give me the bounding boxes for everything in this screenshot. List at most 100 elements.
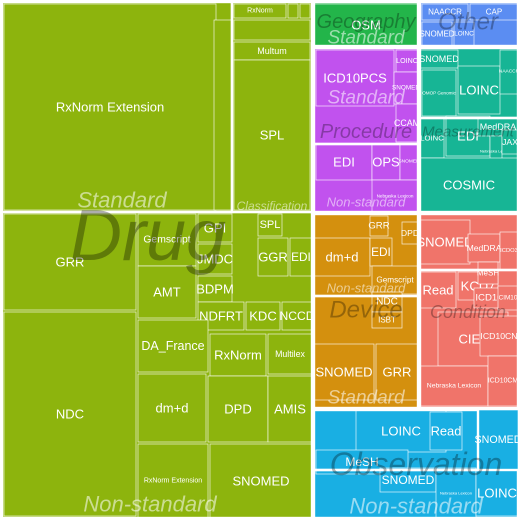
tile-drug-non-standard-dpd[interactable]	[207, 375, 269, 443]
group-border-device-non-standard	[312, 212, 420, 298]
tile-label-cosmic: COSMIC	[443, 178, 495, 193]
tile-label-loinc: LOINC	[477, 486, 517, 501]
tile-label-cap: CAP	[486, 8, 502, 17]
tile-label-edi: EDI	[457, 129, 479, 144]
tile-other-unlabeled-snomed[interactable]	[421, 21, 453, 47]
tile-label-icd10cm: ICD10CM	[488, 378, 519, 385]
tile-observation-standard-read[interactable]	[429, 411, 463, 451]
tile-label-snomed: SNOMED	[382, 473, 435, 487]
domain-label-condition: Condition	[430, 302, 506, 322]
tile-drug-non-standard-jmdc[interactable]	[197, 243, 233, 275]
tile-geography-standard-osm[interactable]	[313, 3, 419, 47]
tile-drug-non-standard-multilex[interactable]	[267, 333, 313, 375]
tile-drug-non-standard-ndc[interactable]	[3, 311, 137, 517]
tile-label-loinc: LOINC	[381, 424, 421, 439]
tile-label-loinc: LOINC	[420, 134, 444, 143]
tile-drug-standard-unlabeled[interactable]	[287, 3, 299, 19]
tile-label-loinc: LOINC	[396, 57, 418, 65]
tile-label-snomed: SNOMED	[419, 30, 454, 39]
tile-label-gpi: GPI	[204, 221, 226, 236]
tile-label-edi: EDI	[291, 250, 311, 264]
tile-label-snomed: SNOMED	[419, 54, 459, 64]
tile-label-icd10: ICD10	[475, 293, 502, 304]
tile-label-rxnorm: RxNorm	[247, 8, 273, 15]
class-label-drug-non-standard: Non-standard	[83, 492, 217, 517]
tile-condition-non-standard-read[interactable]	[419, 271, 457, 309]
tile-label-edi: EDI	[333, 155, 355, 170]
tile-drug-non-standard-kdc[interactable]	[245, 301, 281, 331]
tile-label-read: Read	[431, 424, 462, 439]
tile-label-ndfrt: NDFRT	[199, 309, 243, 324]
tile-device-standard-dm-d[interactable]	[313, 237, 371, 277]
tile-drug-non-standard-ggr[interactable]	[257, 237, 289, 277]
tile-label-icd10pcs: ICD10PCS	[323, 71, 387, 86]
tile-label-loinc: LOINC	[454, 31, 474, 38]
tile-drug-non-standard-rxnorm[interactable]	[209, 333, 267, 377]
group-border-observation-non-standard	[312, 468, 520, 520]
class-label-geography-standard: Standard	[327, 28, 406, 49]
tile-label-mesh: MeSH	[345, 455, 378, 469]
tile-device-non-standard-isbt[interactable]	[371, 311, 403, 329]
tile-drug-non-standard-dm-d[interactable]	[137, 373, 207, 443]
tile-label-grr: GRR	[383, 365, 412, 380]
tile-device-non-standard-grr[interactable]	[369, 215, 389, 237]
tile-label-ops: OPS	[372, 155, 400, 170]
tile-label-ccam: CCAM	[394, 118, 420, 128]
group-border-drug-non-standard	[0, 210, 314, 520]
tile-drug-non-standard-grr[interactable]	[3, 213, 137, 311]
tile-measurement-standard-loinc[interactable]	[457, 65, 501, 115]
tile-label-ggr: GGR	[258, 250, 288, 265]
tile-condition-non-standard-icd10cm[interactable]	[487, 355, 519, 407]
domain-label-drug: Drug	[70, 196, 226, 276]
tile-drug-classification-spl[interactable]	[233, 59, 311, 211]
tile-procedure-standard-icd10pcs[interactable]	[315, 49, 395, 107]
group-border-other	[418, 0, 520, 48]
domain-label-device: Device	[329, 297, 402, 324]
tile-label-snomed: SNOMED	[315, 365, 372, 380]
tile-label-ndc: NDC	[376, 297, 398, 308]
tile-drug-standard-unlabeled[interactable]	[233, 19, 311, 41]
tile-drug-standard-rxnorm-extension[interactable]	[3, 3, 217, 211]
tile-drug-non-standard-da-france[interactable]	[137, 319, 209, 373]
tile-drug-non-standard-amis[interactable]	[267, 375, 313, 443]
tile-drug-non-standard-rxnorm-extension[interactable]	[137, 443, 209, 519]
tile-label-bdpm: BDPM	[196, 282, 234, 297]
tile-device-standard-grr[interactable]	[375, 343, 419, 401]
tile-drug-standard-unlabeled[interactable]	[299, 3, 311, 19]
tile-condition-non-standard-mesh[interactable]	[477, 261, 499, 285]
tile-measurement-non-standard-cosmic[interactable]	[419, 157, 519, 213]
tile-observation-non-standard-loinc[interactable]	[475, 469, 519, 517]
tile-drug-non-standard-gpi[interactable]	[197, 213, 233, 243]
tile-drug-standard-rxnorm[interactable]	[233, 3, 287, 19]
tile-procedure-standard-snomed[interactable]	[393, 71, 419, 105]
tile-measurement-standard-omop-genomic[interactable]	[421, 69, 457, 117]
tile-device-non-standard-gemscript[interactable]	[371, 265, 419, 295]
tile-drug-non-standard-spl[interactable]	[257, 213, 283, 237]
tile-label-da-france: DA_France	[141, 339, 204, 353]
tile-drug-standard-unlabeled[interactable]	[213, 19, 233, 211]
tile-observation-non-standard-snomed[interactable]	[477, 409, 519, 471]
group-border-measurement-non-standard	[418, 116, 520, 214]
tile-label-icd10cn: ICD10CN	[480, 331, 517, 341]
tile-drug-non-standard-gemscript[interactable]	[137, 213, 197, 267]
tile-label-meddra: MedDRA	[480, 122, 517, 132]
class-label-drug-standard: Standard	[77, 188, 167, 213]
tile-procedure-non-standard-edi[interactable]	[315, 143, 373, 181]
domain-label-measurement: Measurement	[422, 124, 515, 141]
group-border-condition-non-standard	[418, 268, 520, 410]
tile-label-nebraska-lexicon: Nebraska Lexicon	[377, 194, 414, 199]
tile-label-snomed: SNOMED	[398, 159, 420, 165]
tile-label-omop-genomic: OMOP Genomic	[422, 91, 456, 96]
tile-procedure-non-standard-nebraska-lexicon[interactable]	[371, 179, 419, 213]
tile-label-nebraska-lexicon: Nebraska Lexicon	[427, 383, 482, 390]
tile-drug-non-standard-bdpm[interactable]	[197, 275, 233, 303]
tile-device-standard-snomed[interactable]	[313, 343, 375, 401]
tile-label-dm-d: dm+d	[156, 401, 189, 416]
tile-other-unlabeled-naaccr[interactable]	[421, 3, 469, 21]
tile-drug-non-standard-amt[interactable]	[137, 265, 197, 319]
tile-condition-standard-snomed[interactable]	[419, 219, 471, 265]
tile-drug-non-standard-nccd[interactable]	[281, 301, 313, 331]
tile-label-amt: AMT	[153, 285, 181, 300]
tile-observation-non-standard-snomed[interactable]	[379, 467, 437, 493]
